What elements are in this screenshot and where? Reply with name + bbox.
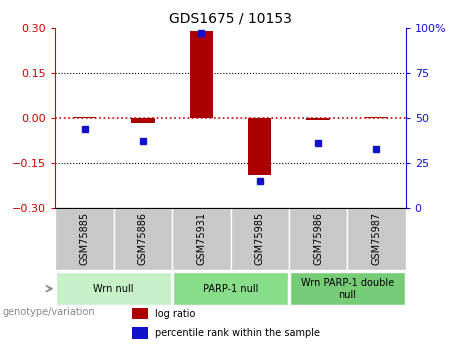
Bar: [114, 208, 172, 270]
Text: GSM75886: GSM75886: [138, 211, 148, 265]
Bar: [132, 308, 148, 319]
Bar: [347, 208, 406, 270]
Text: GSM75987: GSM75987: [372, 211, 382, 265]
Bar: [131, 118, 154, 124]
Bar: [173, 272, 288, 305]
Text: GSM75985: GSM75985: [254, 211, 265, 265]
Bar: [230, 208, 289, 270]
Text: percentile rank within the sample: percentile rank within the sample: [155, 328, 320, 338]
Text: Wrn PARP-1 double
null: Wrn PARP-1 double null: [301, 278, 394, 299]
Text: Wrn null: Wrn null: [94, 284, 134, 294]
Bar: [365, 117, 388, 118]
Bar: [307, 118, 330, 120]
Text: genotype/variation: genotype/variation: [2, 307, 95, 317]
Bar: [57, 272, 171, 305]
Bar: [132, 327, 148, 339]
Text: GSM75885: GSM75885: [79, 211, 89, 265]
Bar: [73, 117, 96, 118]
Bar: [189, 31, 213, 118]
Title: GDS1675 / 10153: GDS1675 / 10153: [169, 11, 292, 25]
Text: PARP-1 null: PARP-1 null: [203, 284, 258, 294]
Text: log ratio: log ratio: [155, 308, 195, 318]
Text: GSM75986: GSM75986: [313, 211, 323, 265]
Bar: [55, 208, 114, 270]
Bar: [290, 272, 404, 305]
Bar: [172, 208, 230, 270]
Bar: [289, 208, 347, 270]
Bar: [248, 118, 272, 175]
Text: GSM75931: GSM75931: [196, 211, 207, 265]
